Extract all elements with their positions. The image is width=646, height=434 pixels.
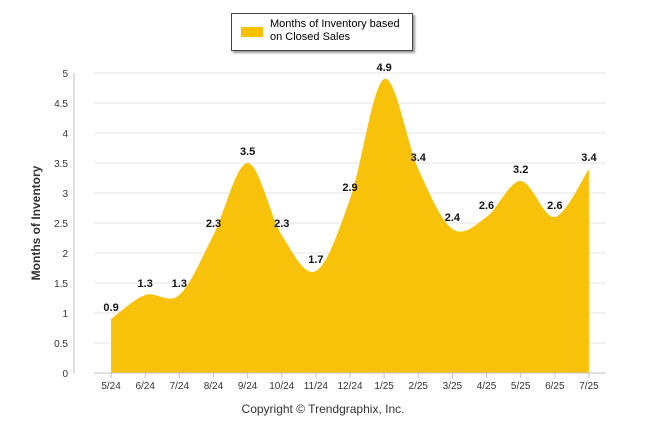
data-labels: 0.9 1.3 1.3 2.3 3.5 2.3 1.7 2.9 4.9 3.4 2.4 2.6 3.2 2…	[103, 62, 597, 314]
legend-label-line2: on Closed Sales	[270, 31, 351, 43]
data-label: 2.9	[342, 182, 357, 194]
data-label: 1.3	[138, 278, 153, 290]
copyright-text: Copyright © Trendgraphix, Inc.	[241, 402, 405, 416]
area-series	[111, 78, 589, 374]
legend-swatch	[241, 27, 263, 37]
legend-label-line1: Months of Inventory based	[270, 18, 400, 30]
y-tick-label: 4	[62, 129, 68, 140]
y-tick-label: 5	[62, 69, 68, 80]
y-tick-label: 3.5	[54, 159, 68, 170]
data-label: 2.6	[479, 200, 494, 212]
x-tick-label: 6/25	[545, 381, 565, 392]
y-tick-label: 2.5	[54, 219, 68, 230]
legend-label: Months of Inventory based on Closed Sale…	[270, 18, 400, 44]
data-label: 2.4	[445, 212, 461, 224]
data-label: 4.9	[376, 62, 391, 74]
x-tick-labels: 5/24 6/24 7/24 8/24 9/24 10/24 11/24 12/24 1/25 2…	[101, 381, 599, 392]
y-tick-label: 2	[62, 249, 68, 260]
y-tick-label: 1	[62, 309, 68, 320]
legend: Months of Inventory based on Closed Sale…	[231, 13, 413, 51]
x-tick-label: 12/24	[337, 381, 362, 392]
x-tick-label: 7/25	[579, 381, 599, 392]
x-tick-label: 10/24	[269, 381, 294, 392]
area-fill	[111, 78, 589, 374]
data-label: 3.5	[240, 146, 255, 158]
x-tick-label: 9/24	[238, 381, 258, 392]
x-tick-label: 7/24	[170, 381, 190, 392]
y-tick-label: 0	[62, 369, 68, 380]
data-label: 3.4	[581, 152, 597, 164]
y-tick-label: 3	[62, 189, 68, 200]
y-tick-label: 1.5	[54, 279, 68, 290]
y-axis-label: Months of Inventory	[29, 165, 43, 281]
x-tick-label: 1/25	[374, 381, 394, 392]
data-label: 2.3	[206, 218, 221, 230]
x-tick-label: 4/25	[477, 381, 497, 392]
data-label: 1.3	[172, 278, 187, 290]
x-tick-label: 2/25	[409, 381, 429, 392]
x-tick-label: 11/24	[304, 381, 329, 392]
data-label: 1.7	[308, 254, 323, 266]
y-tick-label: 0.5	[54, 339, 68, 350]
x-tick-label: 3/25	[443, 381, 463, 392]
y-tick-label: 4.5	[54, 99, 68, 110]
data-label: 2.6	[547, 200, 562, 212]
data-label: 2.3	[274, 218, 289, 230]
axes	[73, 73, 606, 378]
x-tick-label: 5/24	[101, 381, 121, 392]
data-label: 3.2	[513, 164, 528, 176]
x-tick-label: 6/24	[135, 381, 155, 392]
data-label: 3.4	[411, 152, 427, 164]
x-tick-label: 5/25	[511, 381, 531, 392]
y-tick-labels: 0 0.5 1 1.5 2 2.5 3 3.5 4 4.5 5	[54, 69, 68, 380]
data-label: 0.9	[103, 302, 118, 314]
x-tick-label: 8/24	[204, 381, 224, 392]
